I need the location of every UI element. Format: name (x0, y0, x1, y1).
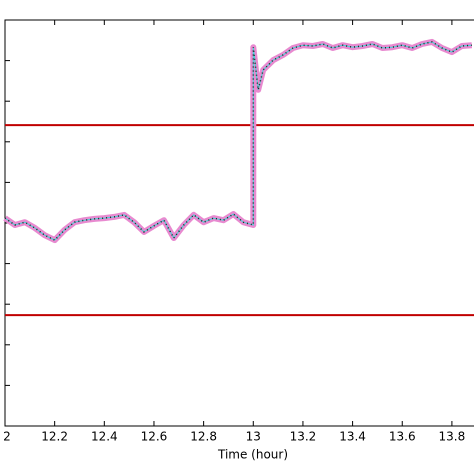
x-tick-label: 13.4 (339, 430, 366, 444)
x-tick-label: 13.8 (439, 430, 466, 444)
x-axis-label: Time (hour) (217, 448, 288, 462)
x-tick-label: 2 (3, 430, 11, 444)
series-trace (4, 41, 472, 241)
series-line (3, 38, 473, 244)
series-dots (4, 41, 472, 242)
x-tick-label: 12.4 (91, 430, 118, 444)
x-tick-label: 13.2 (290, 430, 317, 444)
x-tick-label: 12.2 (41, 430, 68, 444)
x-tick-label: 13.6 (389, 430, 416, 444)
x-tick-label: 12.8 (190, 430, 217, 444)
x-tick-label: 13 (246, 430, 261, 444)
x-tick-label: 12.6 (141, 430, 168, 444)
